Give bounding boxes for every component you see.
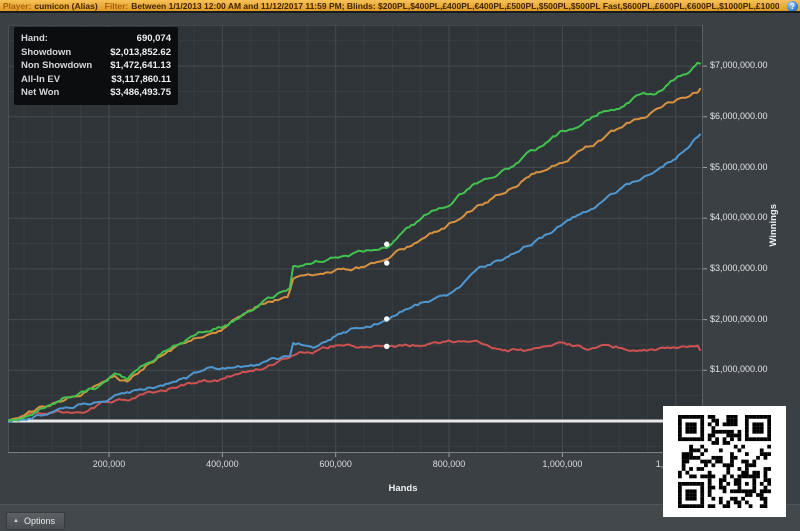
series-showdown	[8, 133, 702, 423]
stat-label: Non Showdown	[21, 60, 93, 71]
y-tick-label: $3,000,000.00	[710, 262, 768, 273]
x-axis-title: Hands	[388, 483, 418, 494]
filter-bar[interactable]: Player: cumicon (Alias) Filter: Between …	[0, 0, 800, 13]
stat-label: Showdown	[21, 46, 72, 58]
filter-value: Between 1/1/2013 12:00 AM and 11/12/2017…	[131, 0, 779, 11]
player-label: Player:	[3, 0, 32, 11]
hover-stats-box: Hand: 690,074 Showdown $2,013,852.62 Non S…	[14, 27, 178, 105]
series-all-in-ev	[8, 87, 702, 422]
series-net-won	[8, 61, 702, 422]
help-icon[interactable]: ?	[787, 1, 798, 11]
x-tick-label: 800,000	[432, 459, 466, 469]
y-tick-label: $4,000,000.00	[710, 212, 768, 223]
hover-marker-icon	[384, 241, 390, 247]
stats-row-allin-ev: All-In EV $3,117,860.11	[21, 73, 171, 87]
options-button[interactable]: ▲ Options	[6, 512, 65, 530]
stats-row-showdown: Showdown $2,013,852.62	[21, 46, 171, 60]
x-tick-label: 400,000	[206, 459, 239, 469]
y-tick-label: $1,000,000.00	[710, 364, 768, 375]
series-non-showdown	[8, 339, 702, 423]
stat-value: $1,472,641.13	[110, 60, 171, 71]
x-tick-label: 600,000	[319, 459, 352, 469]
player-value: cumicon (Alias)	[34, 0, 98, 11]
x-tick-label: 200,000	[92, 459, 126, 469]
stat-label: Net Won	[21, 87, 60, 98]
stats-row-non-showdown: Non Showdown $1,472,641.13	[21, 59, 171, 73]
y-tick-label: $5,000,000.00	[710, 161, 768, 172]
stats-row-net-won: Net Won $3,486,493.75	[21, 86, 171, 100]
stat-value: $3,486,493.75	[110, 87, 171, 98]
stat-label: Hand:	[21, 33, 48, 44]
filter-label: Filter:	[104, 0, 129, 11]
y-tick-label: $2,000,000.00	[710, 313, 768, 324]
stats-row-hand: Hand: 690,074	[21, 32, 171, 46]
chevron-up-icon: ▲	[13, 518, 19, 524]
stat-value: 690,074	[136, 33, 171, 44]
bottom-bar: ▲ Options Net Won Non Showdown Showdown …	[0, 504, 800, 531]
stat-value: $3,117,860.11	[111, 73, 171, 85]
y-tick-label: $7,000,000.00	[710, 60, 768, 71]
hover-marker-icon	[384, 260, 390, 266]
options-button-label: Options	[23, 516, 55, 526]
hover-marker-icon	[384, 343, 390, 350]
qr-code	[663, 406, 786, 517]
y-tick-label: $6,000,000.00	[710, 110, 768, 121]
stat-value: $2,013,852.62	[110, 46, 171, 58]
y-axis-title: Winnings	[768, 204, 779, 247]
hover-marker-icon	[384, 316, 390, 322]
x-tick-label: 1,000,000	[542, 459, 583, 469]
stat-label: All-In EV	[21, 73, 61, 85]
